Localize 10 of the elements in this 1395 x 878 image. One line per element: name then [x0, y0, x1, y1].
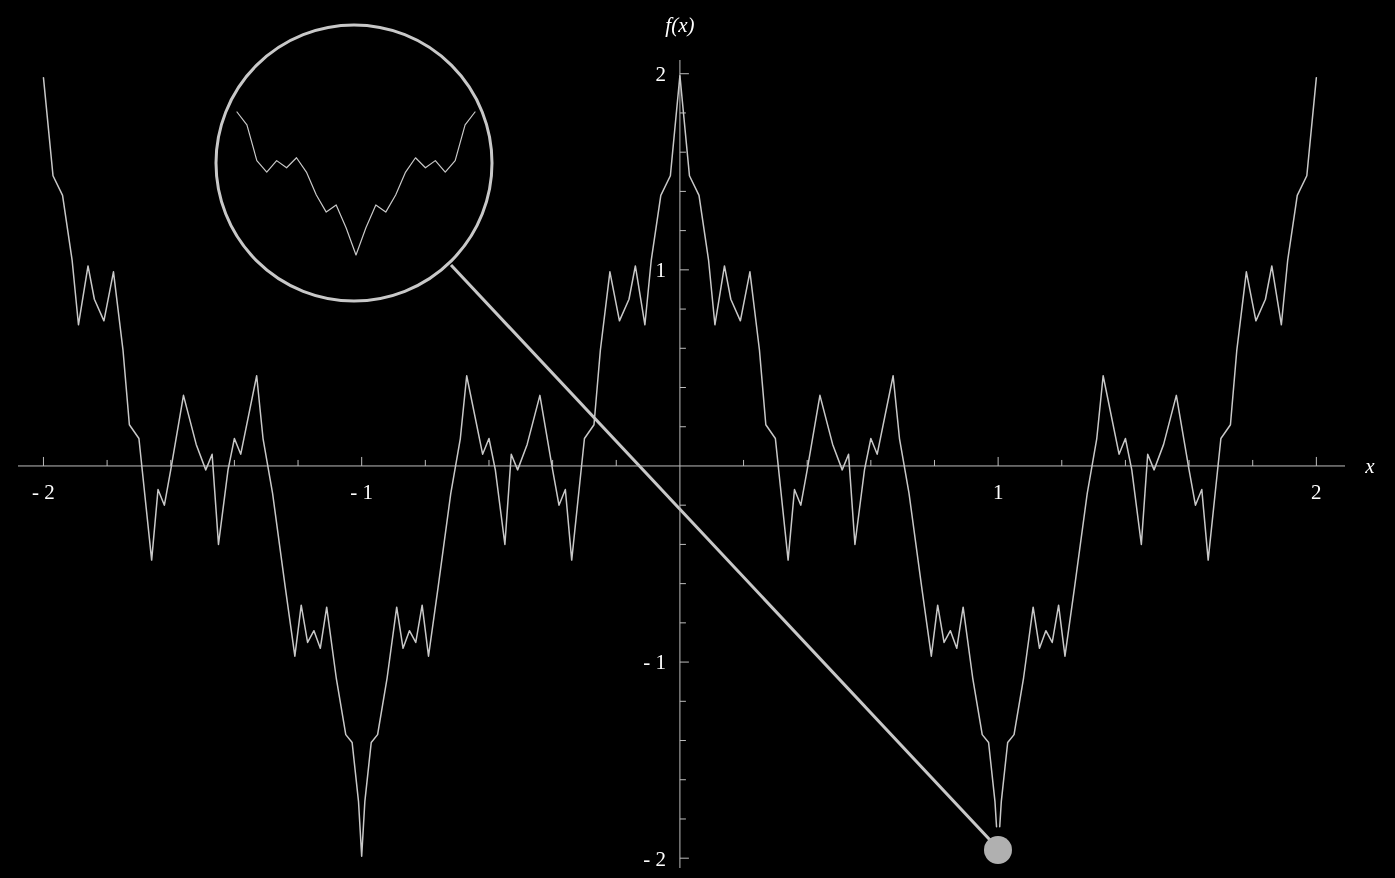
x-tick-label: - 1: [350, 479, 374, 504]
x-tick-label: 2: [1311, 479, 1322, 504]
y-tick-label: 2: [655, 62, 666, 87]
x-axis-title: x: [1364, 453, 1376, 478]
y-tick-label: 1: [655, 258, 666, 283]
x-tick-label: - 2: [32, 479, 55, 504]
x-tick-label: 1: [992, 479, 1004, 504]
y-tick-label: - 1: [643, 650, 666, 675]
y-tick-label: - 2: [643, 846, 666, 871]
y-axis-title: f(x): [665, 13, 695, 37]
